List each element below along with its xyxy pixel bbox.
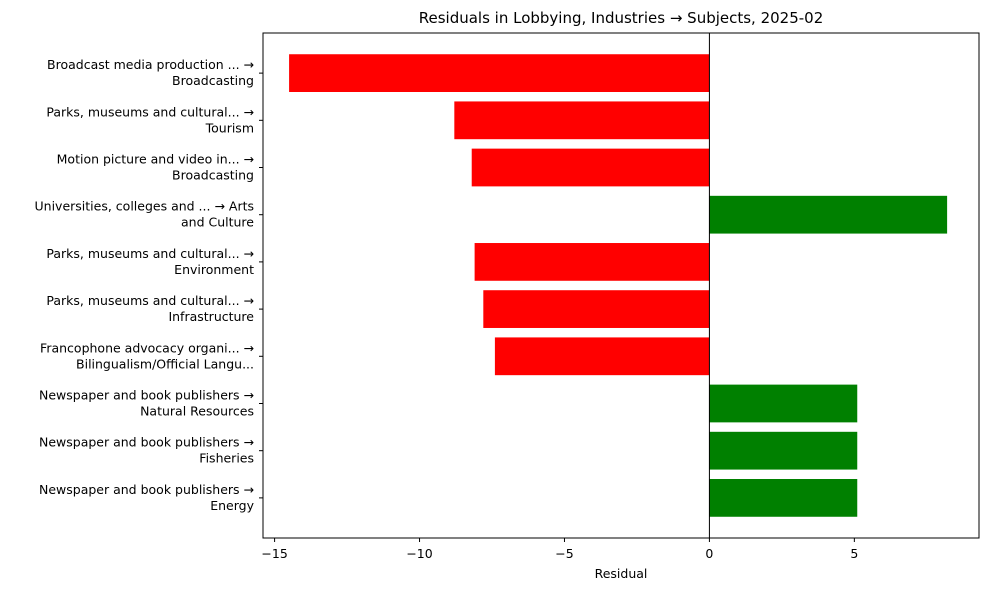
y-tick-label-6-1: Bilingualism/Official Langu...	[76, 356, 254, 371]
y-tick-label-7-1: Natural Resources	[140, 403, 254, 418]
y-tick-label-7-0: Newspaper and book publishers →	[39, 387, 254, 402]
y-tick-label-4-1: Environment	[174, 262, 254, 277]
x-tick-label-2: −5	[555, 546, 573, 561]
y-tick-label-3-1: and Culture	[181, 215, 254, 230]
bar-6	[494, 337, 710, 376]
chart-title: Residuals in Lobbying, Industries → Subj…	[419, 9, 824, 27]
y-tick-label-9-0: Newspaper and book publishers →	[39, 482, 254, 497]
x-tick-label-4: 5	[850, 546, 858, 561]
y-tick-label-2-0: Motion picture and video in... →	[57, 152, 254, 167]
x-tick-label-0: −15	[261, 546, 287, 561]
y-tick-label-6-0: Francophone advocacy organi... →	[40, 340, 254, 355]
x-tick-label-1: −10	[406, 546, 432, 561]
y-tick-label-4-0: Parks, museums and cultural... →	[46, 246, 254, 261]
x-axis-label: Residual	[595, 566, 648, 581]
y-tick-label-1-0: Parks, museums and cultural... →	[46, 104, 254, 119]
bar-8	[709, 431, 858, 470]
y-tick-label-5-0: Parks, museums and cultural... →	[46, 293, 254, 308]
bars-group	[289, 54, 948, 517]
bar-7	[709, 384, 858, 423]
bar-9	[709, 479, 858, 517]
y-tick-label-0-1: Broadcasting	[172, 73, 254, 88]
y-tick-label-1-1: Tourism	[205, 120, 254, 135]
y-axis-ticks: Broadcast media production ... →Broadcas…	[35, 57, 263, 513]
bar-0	[289, 54, 710, 92]
y-tick-label-9-1: Energy	[210, 498, 254, 513]
x-tick-label-3: 0	[705, 546, 713, 561]
bar-3	[709, 195, 948, 234]
y-tick-label-2-1: Broadcasting	[172, 168, 254, 183]
bar-2	[471, 148, 710, 187]
y-tick-label-8-0: Newspaper and book publishers →	[39, 435, 254, 450]
y-tick-label-5-1: Infrastructure	[168, 309, 254, 324]
y-tick-label-3-0: Universities, colleges and ... → Arts	[35, 199, 254, 214]
y-tick-label-0-0: Broadcast media production ... →	[47, 57, 254, 72]
plot-frame	[262, 32, 980, 539]
bar-4	[474, 243, 710, 281]
bar-5	[483, 290, 710, 328]
bar-1	[454, 101, 710, 140]
y-tick-label-8-1: Fisheries	[199, 451, 254, 466]
x-axis-ticks: −15 −10 −5 0 5	[261, 538, 858, 561]
